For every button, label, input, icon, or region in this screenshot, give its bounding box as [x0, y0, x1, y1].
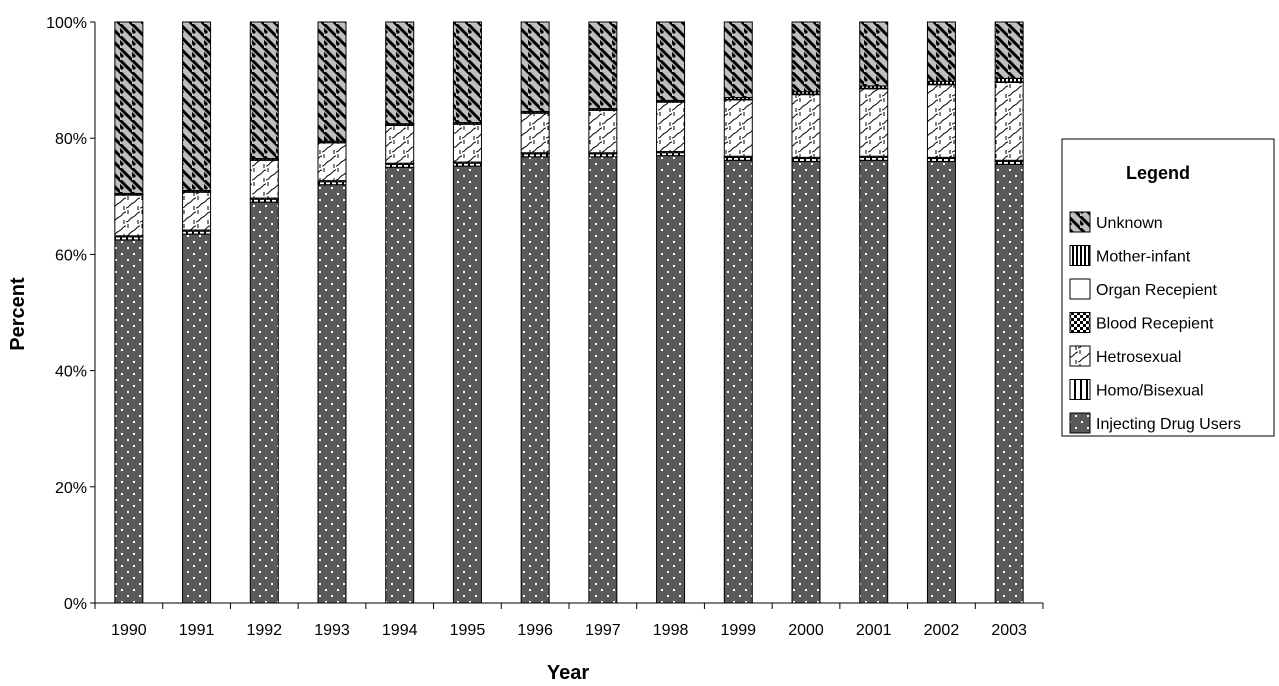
legend-box — [1061, 138, 1275, 437]
axes — [94, 22, 1043, 604]
bar-segment-injecting-drug-users-2003 — [994, 163, 1024, 604]
bars-layer — [114, 21, 1024, 604]
bar-segment-hetrosexual-1999 — [723, 99, 753, 157]
bar-segment-injecting-drug-users-1992 — [249, 201, 279, 604]
bar-segment-hetrosexual-1993 — [317, 142, 347, 182]
legend-title: Legend — [1126, 163, 1190, 183]
bar-segment-injecting-drug-users-1995 — [452, 165, 482, 604]
bar-segment-unknown-2001 — [859, 21, 889, 87]
bar-segment-injecting-drug-users-1996 — [520, 156, 550, 604]
bar-segment-unknown-1994 — [385, 21, 415, 125]
bar-segment-injecting-drug-users-1997 — [588, 156, 618, 604]
bar-segment-hetrosexual-1991 — [182, 191, 212, 231]
legend-swatch-injecting-drug-users — [1069, 412, 1091, 434]
x-tick-label: 1993 — [314, 622, 350, 639]
bar-segment-hetrosexual-2002 — [926, 84, 956, 158]
y-axis-title: Percent — [7, 277, 29, 351]
bar-segment-unknown-1993 — [317, 21, 347, 142]
legend-label-injecting-drug-users: Injecting Drug Users — [1096, 416, 1241, 433]
x-tick-label: 2000 — [788, 622, 824, 639]
y-tick-label: 20% — [55, 480, 87, 497]
bar-segment-hetrosexual-1992 — [249, 159, 279, 199]
bar-segment-hetrosexual-1994 — [385, 124, 415, 164]
bar-segment-hetrosexual-1995 — [452, 123, 482, 163]
x-tick-label: 1991 — [179, 622, 215, 639]
legend-swatch-unknown — [1069, 211, 1091, 233]
bar-segment-injecting-drug-users-2002 — [926, 160, 956, 604]
bar-segment-hetrosexual-1997 — [588, 109, 618, 154]
bar-segment-unknown-1998 — [656, 21, 686, 101]
bar-segment-unknown-1995 — [452, 21, 482, 124]
bar-segment-unknown-2000 — [791, 21, 821, 93]
bar-segment-injecting-drug-users-1998 — [656, 155, 686, 604]
legend-label-homo-bisexual: Homo/Bisexual — [1096, 383, 1204, 400]
bar-segment-hetrosexual-2000 — [791, 94, 821, 158]
y-ticks: 0% 20% 40% 60% 80% 100% — [46, 15, 95, 613]
legend-swatch-homo-bisexual — [1069, 379, 1091, 400]
x-tick-label: 2003 — [991, 622, 1027, 639]
bar-segment-unknown-1990 — [114, 21, 144, 194]
x-tick-label: 1996 — [517, 622, 553, 639]
bar-segment-mother-infant-2003 — [994, 77, 1024, 83]
legend-label-unknown: Unknown — [1096, 215, 1163, 232]
bar-segment-unknown-1992 — [249, 21, 279, 160]
bar-segment-unknown-1999 — [723, 21, 753, 99]
legend-swatch-mother-infant — [1069, 245, 1091, 266]
legend-label-mother-infant: Mother-infant — [1096, 249, 1191, 266]
bar-segment-unknown-1996 — [520, 21, 550, 112]
y-tick-label: 60% — [55, 247, 87, 264]
bar-segment-hetrosexual-1998 — [656, 101, 686, 153]
x-tick-label: 1999 — [720, 622, 756, 639]
bar-segment-unknown-2002 — [926, 21, 956, 82]
legend-items: Unknown Mother-infant Organ Recepient Blood… — [1069, 211, 1241, 434]
x-tick-label: 1995 — [450, 622, 486, 639]
bar-segment-unknown-1991 — [182, 21, 212, 191]
bar-segment-injecting-drug-users-1999 — [723, 159, 753, 604]
y-tick-label: 100% — [46, 15, 87, 32]
x-tick-label: 2001 — [856, 622, 892, 639]
bar-segment-unknown-1997 — [588, 21, 618, 110]
x-tick-label: 1992 — [246, 622, 282, 639]
x-tick-label: 1994 — [382, 622, 418, 639]
bar-segment-injecting-drug-users-1990 — [114, 239, 144, 604]
x-tick-label: 1990 — [111, 622, 147, 639]
x-ticks: 1990 1991 1992 1993 1994 1995 1996 1997 1998 1999… — [94, 603, 1044, 639]
bar-segment-injecting-drug-users-2001 — [859, 159, 889, 604]
y-tick-label: 40% — [55, 364, 87, 381]
legend-label-organ-recepient: Organ Recepient — [1096, 282, 1218, 299]
bar-segment-injecting-drug-users-1993 — [317, 184, 347, 604]
bar-segment-hetrosexual-2003 — [994, 81, 1024, 161]
x-tick-label: 1997 — [585, 622, 621, 639]
legend-label-blood-recepient: Blood Recepient — [1096, 316, 1214, 333]
legend: Legend Unknown Mother-infant Organ Recepie… — [1061, 138, 1275, 437]
bar-segment-injecting-drug-users-1994 — [385, 166, 415, 604]
bar-segment-unknown-2003 — [994, 21, 1024, 79]
x-tick-label: 1998 — [653, 622, 689, 639]
legend-swatch-hetrosexual — [1069, 345, 1091, 367]
legend-swatch-organ-recepient — [1069, 278, 1091, 300]
y-tick-label: 80% — [55, 131, 87, 148]
legend-label-hetrosexual: Hetrosexual — [1096, 349, 1181, 366]
bar-segment-hetrosexual-1990 — [114, 194, 144, 237]
bar-segment-hetrosexual-2001 — [859, 88, 889, 157]
x-axis-title: Year — [547, 662, 589, 684]
bar-segment-hetrosexual-1996 — [520, 112, 550, 154]
legend-swatch-blood-recepient — [1069, 312, 1091, 333]
bar-segment-injecting-drug-users-1991 — [182, 233, 212, 604]
bar-segment-injecting-drug-users-2000 — [791, 160, 821, 604]
x-tick-label: 2002 — [924, 622, 960, 639]
y-tick-label: 0% — [64, 596, 87, 613]
